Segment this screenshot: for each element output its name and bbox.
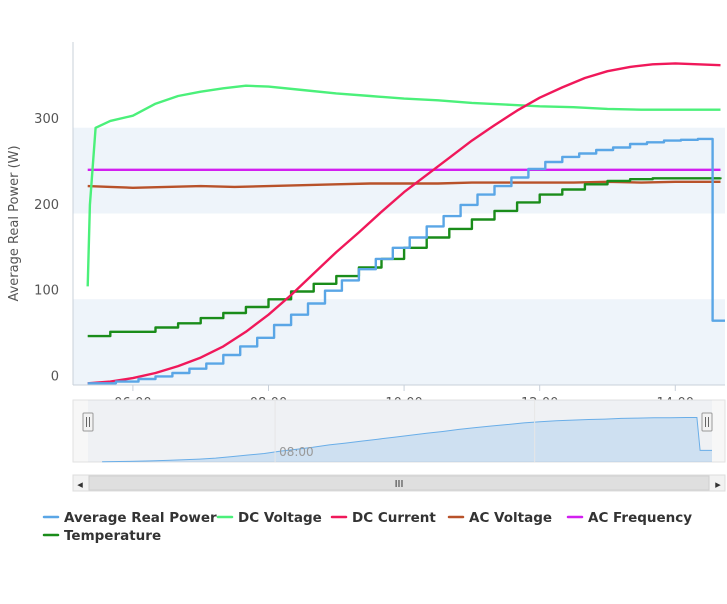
legend-item-dc-voltage[interactable]: DC Voltage [216,510,322,526]
scroll-left-arrow-icon[interactable]: ◂ [77,478,83,491]
series-line-dc-voltage[interactable] [86,84,721,287]
handle-body[interactable] [701,412,713,432]
plot-band-0 [73,299,725,385]
legend: Average Real Power DC Voltage DC Current AC… [42,510,692,544]
grip-icon: III [395,479,404,490]
scroll-right-arrow-icon[interactable]: ▸ [715,478,721,491]
y-tick-label: 300 [34,112,59,127]
legend-label: Temperature [64,528,161,544]
plot-bands [73,127,725,385]
navigator-right-handle[interactable] [701,412,713,432]
y-axis-label: Average Real Power (W) [7,145,22,301]
y-tick-label: 0 [51,369,59,384]
legend-label: Average Real Power [64,510,217,526]
navigator-left-handle[interactable] [82,412,94,432]
y-tick-label: 200 [34,198,59,213]
series-line-average-real-power[interactable] [87,137,725,385]
legend-item-average-real-power[interactable]: Average Real Power [42,510,217,526]
legend-label: AC Voltage [469,510,552,526]
legend-label: AC Frequency [588,510,692,526]
series-group [86,62,725,385]
navigator-line [102,417,712,463]
series-line-dc-current[interactable] [87,62,721,385]
legend-label: DC Current [352,510,436,526]
legend-item-ac-voltage[interactable]: AC Voltage [447,510,552,526]
scrollbar[interactable]: III ◂ ▸ [72,474,726,492]
series-line-ac-voltage[interactable] [87,180,721,189]
handle-body[interactable] [82,412,94,432]
scrollbar-thumb[interactable] [88,475,710,491]
navigator-time-label: 08:00 [279,445,314,459]
y-axis-ticks: 0 100 200 300 [34,112,59,384]
navigator[interactable]: III ◂ ▸ 08:00 [72,399,726,492]
y-tick-label: 100 [34,284,59,299]
legend-label: DC Voltage [238,510,322,526]
legend-item-temperature[interactable]: Temperature [42,528,161,544]
navigator-background [72,399,726,463]
legend-item-dc-current[interactable]: DC Current [330,510,436,526]
legend-item-ac-frequency[interactable]: AC Frequency [566,510,692,526]
navigator-area [102,417,713,462]
navigator-selected-range[interactable] [88,400,712,462]
